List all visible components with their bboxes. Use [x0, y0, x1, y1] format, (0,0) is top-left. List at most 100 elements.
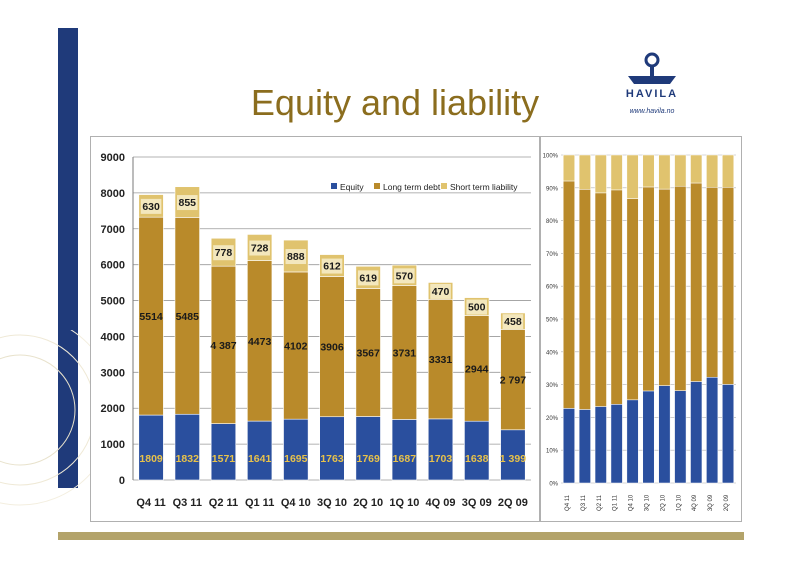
percent-bar-segment: [610, 154, 623, 191]
bar-segment: [210, 423, 237, 481]
data-label-bg: [466, 299, 488, 315]
legend-label: Long term debt: [383, 182, 441, 192]
x-tick-label: Q4 11: [136, 497, 165, 509]
y-tick-label: 9000: [101, 152, 125, 164]
y-tick-label: 40%: [546, 350, 559, 356]
y-tick-label: 0: [119, 475, 125, 487]
y-tick-label: 50%: [546, 318, 559, 324]
x-tick-label: Q3 11: [173, 497, 202, 509]
data-label-bg: [502, 314, 524, 330]
percent-bar-segment: [626, 399, 639, 484]
data-label: 4473: [248, 336, 272, 348]
data-label: 2944: [465, 363, 489, 375]
x-tick-label: 1Q 10: [389, 497, 419, 509]
bar-segment: [247, 420, 273, 481]
percent-bar-segment: [722, 187, 735, 385]
y-tick-label: 5000: [101, 296, 125, 308]
percent-bar-segment: [578, 189, 591, 410]
bar-segment: [391, 285, 417, 420]
x-tick-label: Q4 10: [629, 494, 635, 511]
data-label-bg: [394, 268, 415, 284]
anchor-logo-icon: [628, 52, 676, 84]
percent-bar-segment: [706, 377, 719, 484]
percent-bar-segment: [610, 404, 623, 484]
percent-bar-segment: [578, 154, 591, 190]
data-label-bg: [430, 283, 451, 299]
x-tick-label: Q2 11: [597, 494, 603, 511]
data-label: 2 797: [500, 375, 526, 387]
data-label-bg: [357, 270, 379, 286]
data-label: 1703: [429, 453, 453, 465]
legend-swatch: [331, 183, 337, 189]
bar-segment: [500, 329, 526, 431]
percent-bar-segment: [562, 154, 575, 182]
data-label: 1832: [176, 453, 200, 465]
logo-wordmark: HAVILA: [625, 88, 679, 100]
data-label: 1763: [320, 453, 344, 465]
bar-segment: [427, 418, 454, 481]
data-label: 470: [432, 286, 450, 298]
legend-swatch: [441, 183, 447, 189]
data-label-bg: [213, 245, 234, 261]
y-tick-label: 30%: [546, 383, 559, 389]
percent-bar-segment: [722, 384, 735, 484]
percent-bar-segment: [642, 154, 655, 188]
x-tick-label: Q1 11: [245, 497, 274, 509]
x-tick-label: 3Q 09: [462, 497, 492, 509]
x-tick-label: Q3 11: [581, 494, 587, 511]
x-tick-label: 4Q 09: [426, 497, 456, 509]
data-label: 570: [396, 270, 414, 282]
bottom-accent-bar: [58, 532, 744, 540]
percent-bar-segment: [690, 154, 703, 184]
data-label: 1638: [465, 453, 489, 465]
bar-segment: [283, 271, 309, 420]
y-tick-label: 3000: [101, 367, 125, 379]
bar-segment: [464, 315, 490, 422]
percent-composition-chart: 0% 10% 20% 30% 40% 50% 60% 70% 80% 90% 100% Q4 11 Q3…: [543, 154, 736, 511]
y-tick-label: 90%: [546, 186, 559, 192]
logo-url: www.havila.no: [629, 108, 675, 115]
x-tick-label: 4Q 09: [692, 494, 698, 511]
percent-chart-frame: 0% 10% 20% 30% 40% 50% 60% 70% 80% 90% 100% Q4 11 Q3…: [540, 136, 742, 522]
data-label: 3567: [357, 348, 381, 360]
bar-segment: [174, 413, 200, 481]
data-label-bg: [285, 249, 307, 265]
left-accent-bar: [58, 28, 78, 488]
data-label: 630: [142, 201, 160, 213]
y-tick-label: 0%: [549, 482, 558, 488]
percent-bar-segment: [594, 154, 607, 194]
x-tick-label: Q4 10: [281, 497, 311, 509]
main-chart-frame: 0 1000 2000 3000 4000 5000 6000 7000 8000 9000 180…: [90, 136, 540, 522]
percent-bar-segment: [658, 188, 671, 386]
data-label: 1695: [284, 453, 308, 465]
x-tick-label: 2Q 09: [724, 494, 730, 511]
data-label: 3906: [320, 342, 344, 354]
data-label: 500: [468, 302, 486, 314]
page-title: Equity and liability: [250, 82, 540, 123]
data-label: 888: [287, 251, 305, 263]
y-tick-label: 100%: [543, 154, 559, 160]
y-tick-label: 6000: [101, 260, 125, 272]
x-tick-label: 2Q 10: [353, 497, 383, 509]
percent-bar-segment: [674, 154, 687, 187]
equity-liability-chart: 0 1000 2000 3000 4000 5000 6000 7000 8000 9000 180…: [101, 152, 531, 509]
data-label: 619: [359, 272, 377, 284]
x-tick-label: 3Q 09: [708, 494, 714, 511]
bar-segment: [283, 418, 309, 481]
percent-bar-segment: [642, 186, 655, 392]
percent-bar-segment: [562, 408, 575, 484]
percent-bar-segment: [626, 198, 639, 401]
percent-bar-segment: [610, 189, 623, 405]
percent-bar-segment: [658, 154, 671, 190]
bar-segment: [319, 276, 345, 418]
data-label: 855: [179, 197, 197, 209]
data-label: 1809: [139, 453, 163, 465]
y-tick-label: 8000: [101, 188, 125, 200]
data-label: 612: [323, 261, 341, 273]
x-tick-label: 2Q 09: [498, 497, 528, 509]
bar-segment: [174, 217, 200, 415]
x-tick-label: Q2 11: [209, 497, 238, 509]
y-tick-label: 2000: [101, 403, 125, 415]
percent-bar-segment: [594, 192, 607, 407]
y-tick-label: 70%: [546, 252, 559, 258]
